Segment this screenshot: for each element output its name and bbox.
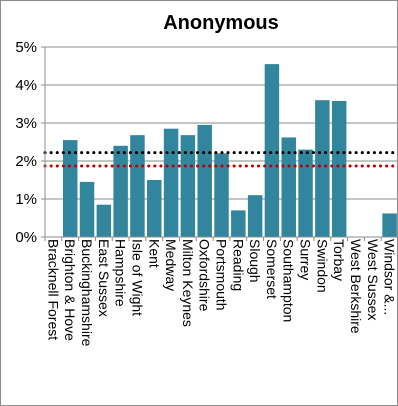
- x-tick-label-8: Milton Keynes: [180, 239, 196, 327]
- bar-20: [382, 213, 397, 237]
- bar-17: [331, 100, 347, 238]
- x-tick-label-15: Surrey: [298, 239, 314, 280]
- x-tick-label-16: Swindon: [314, 239, 330, 293]
- chart-title: Anonymous: [163, 12, 279, 34]
- x-tick-label-11: Reading: [230, 239, 246, 291]
- x-tick-label-7: Medway: [163, 239, 179, 291]
- x-tick-label-14: Southampton: [281, 239, 297, 322]
- bar-11: [231, 210, 246, 237]
- y-tick-label-1: 1%: [15, 191, 37, 208]
- bar-4: [113, 145, 128, 237]
- bar-6: [147, 180, 162, 237]
- bar-9: [197, 124, 212, 237]
- bar-13: [264, 64, 280, 237]
- x-tick-label-13: Somerset: [264, 239, 280, 299]
- axes: [41, 46, 397, 241]
- y-tick-label-4: 4%: [15, 77, 37, 94]
- x-tick-label-4: Hampshire: [113, 239, 129, 307]
- x-tick-label-6: Kent: [146, 239, 162, 268]
- bar-5: [130, 135, 145, 237]
- reference-lines: [43, 151, 397, 168]
- x-tick-label-1: Brighton & Hove: [62, 239, 78, 341]
- x-tick-label-12: Slough: [247, 239, 263, 283]
- x-tick-label-0: Bracknell Forest: [45, 239, 61, 340]
- bar-8: [180, 135, 196, 237]
- bar-2: [79, 181, 95, 237]
- x-tick-label-20: Windsor &...: [382, 239, 397, 315]
- bar-12: [247, 195, 263, 237]
- bar-14: [281, 137, 296, 237]
- x-tick-label-3: East Sussex: [96, 239, 112, 317]
- y-tick-label-3: 3%: [15, 115, 37, 132]
- bars: [62, 64, 397, 238]
- bar-3: [96, 204, 112, 237]
- y-tick-labels: 0% 1% 2% 3% 4% 5%: [15, 39, 37, 246]
- bar-7: [163, 128, 179, 237]
- x-tick-label-2: Buckinghamshire: [79, 239, 95, 347]
- bar-10: [214, 153, 229, 237]
- x-tick-labels: Bracknell Forest Brighton & Hove Buckingha…: [45, 239, 397, 347]
- x-tick-label-18: West Berkshire: [348, 239, 364, 334]
- bar-1: [62, 140, 78, 237]
- x-tick-label-10: Portsmouth: [214, 239, 230, 311]
- x-tick-label-5: Isle of Wight: [129, 239, 145, 316]
- bar-15: [298, 149, 313, 237]
- y-tick-label-5: 5%: [15, 39, 37, 56]
- x-tick-label-9: Oxfordshire: [197, 239, 213, 312]
- y-tick-label-0: 0%: [15, 229, 37, 246]
- bar-16: [315, 100, 330, 237]
- x-tick-label-19: West Sussex: [365, 239, 381, 320]
- y-tick-label-2: 2%: [15, 153, 37, 170]
- x-tick-label-17: Torbay: [331, 239, 347, 281]
